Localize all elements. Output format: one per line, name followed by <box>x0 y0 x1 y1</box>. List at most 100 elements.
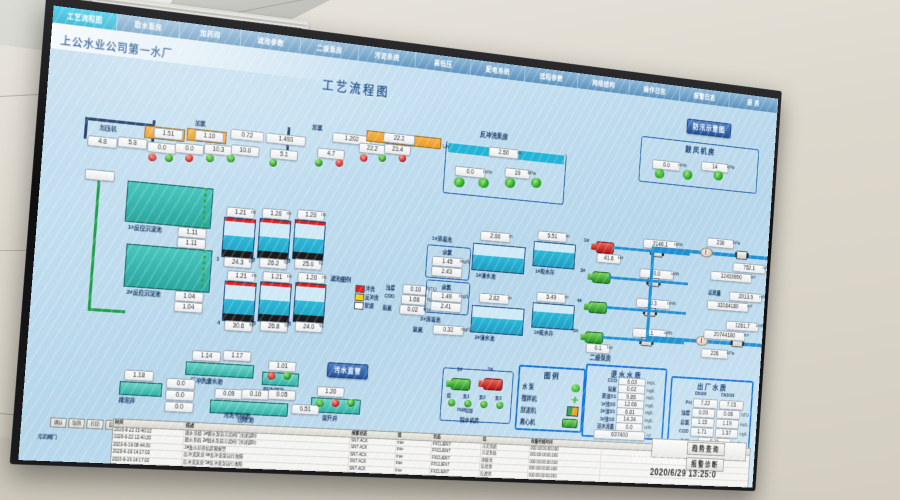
blower-fan-icon-2[interactable] <box>682 169 693 181</box>
centrifuge-1[interactable] <box>450 377 471 391</box>
sludge-well-title: 排泥井 <box>118 397 136 405</box>
backwash-pump-icon-2[interactable] <box>477 177 490 189</box>
dosing-led-3[interactable] <box>184 153 194 163</box>
dewatering-led-1[interactable] <box>463 399 472 408</box>
inlet-value-1 <box>84 168 116 183</box>
sludge-flow-1: 0.0 <box>165 377 196 390</box>
centrifuge-2[interactable] <box>482 377 503 391</box>
log-toolbar-button-1[interactable]: 取消 <box>68 418 86 429</box>
clearwell-2[interactable] <box>470 304 525 336</box>
filter-tank-5[interactable] <box>257 281 292 324</box>
booster-value-2: 5.8 <box>117 136 148 150</box>
flood-diagram-button[interactable]: 防汛示意图 <box>686 118 732 139</box>
effluent-unit-4: mg/L <box>644 410 654 417</box>
pump-flow-unit-0: m³/h <box>674 242 684 249</box>
log-toolbar[interactable]: 确认取消打印设置 <box>49 417 122 431</box>
filter-legend-swatch-0 <box>355 284 365 294</box>
outlet-quality-v1-3: 1.71 <box>689 426 714 438</box>
filter-tank-1[interactable] <box>221 216 257 260</box>
backwash-pump-icon-4[interactable] <box>530 177 542 189</box>
suctionwell-2[interactable] <box>531 302 575 331</box>
dosing-led-7[interactable] <box>314 158 323 167</box>
lift-level: 1.20 <box>316 386 345 398</box>
outlet-pressure-top: 230 <box>706 237 735 250</box>
dosing-led-1[interactable] <box>147 153 157 162</box>
filter-tank-6[interactable] <box>292 282 327 325</box>
dosing-led-5[interactable] <box>226 154 236 163</box>
blower-fan-icon-1[interactable] <box>654 168 665 179</box>
suctionwell-1-unit: m <box>565 233 570 240</box>
filter-tank-4[interactable] <box>221 280 257 324</box>
dosing-led-11[interactable] <box>398 154 407 163</box>
dosing-led-4[interactable] <box>205 154 215 163</box>
backwash-level-value: 2.50 <box>488 146 520 160</box>
filter-legend-label-1: 反冲洗 <box>364 294 379 302</box>
valve-top[interactable] <box>736 250 748 261</box>
backwash-pump-icon-1[interactable] <box>453 176 465 188</box>
trend-query-button[interactable]: 趋势查询 <box>686 441 726 457</box>
disinfection-1-title: 1#消毒池 <box>431 236 453 244</box>
dosing-led-2[interactable] <box>164 153 174 163</box>
legend-label-3: 离心机 <box>519 418 536 426</box>
wash-level-1: 1.14 <box>191 349 222 363</box>
blower-fan-icon-3[interactable] <box>713 170 724 181</box>
outlet-quality-name-3: COD <box>678 428 689 435</box>
filter-tank-3[interactable] <box>292 219 326 262</box>
outlet-quality-unit-1: NTU <box>741 412 749 419</box>
blower-pressure-unit: kPa <box>726 164 735 171</box>
scraper-icon <box>566 406 579 417</box>
effluent-total-value: 637400 <box>593 428 646 441</box>
pump-flow-unit-2: m³/h <box>667 301 677 308</box>
dosing-led-8[interactable] <box>335 158 344 168</box>
pam-note: PAM投加 <box>457 407 473 414</box>
dosing-led-6[interactable] <box>268 158 278 168</box>
disinfection-3-value: 0.32 <box>432 324 465 337</box>
outlet-total-unit-2: m³ <box>743 333 749 339</box>
dosing-led-10[interactable] <box>378 153 387 163</box>
log-cell-4-3: true <box>394 467 431 475</box>
backwash-pump-icon-3[interactable] <box>504 177 516 189</box>
outlet-quality-name-1: 浊度 <box>681 410 691 417</box>
dewatering-led-2[interactable] <box>480 400 488 409</box>
dewatering-led-3[interactable] <box>496 401 504 410</box>
dewatering-room-panel: 1# 2# 搅泵1 泵2 泵3 PAM投加 脱水机房 <box>439 367 514 424</box>
suctionwell-2-unit: m <box>564 294 569 301</box>
disinfection-1-name: 余氯 <box>442 250 453 257</box>
clarifier-1-label: 1#反应沉淀池 <box>127 224 162 234</box>
log-toolbar-button-0[interactable]: 确认 <box>49 417 68 428</box>
pump-hz-unit-0: Hz <box>617 255 624 262</box>
sewage-monitor-button[interactable]: 污水监管 <box>326 362 369 380</box>
clearwell-1[interactable] <box>471 242 526 275</box>
log-cell-4-2: SNT ACK <box>348 465 395 474</box>
total-flow-label: 总流量 <box>707 290 721 297</box>
booster-value-1: 4.8 <box>86 135 118 149</box>
pump-label-0: 2# <box>583 238 590 245</box>
dosing-unit-lh: L/h <box>442 144 450 151</box>
filter-quality-name-2: 氨氮 <box>382 305 392 312</box>
legend-label-1: 搅拌机 <box>521 395 537 403</box>
effluent-unit-3: mg/L <box>645 403 654 409</box>
clarifier-2[interactable] <box>123 243 213 293</box>
outlet-total-unit-1: m³ <box>747 304 753 310</box>
filter-pct-unit-6: % <box>318 323 324 330</box>
filter-no-3: 3 <box>287 258 291 265</box>
effluent-unit-1: mg/L <box>646 388 655 395</box>
filter-pct-unit-3: % <box>318 261 324 268</box>
sludge-left-level: 1.18 <box>123 369 155 382</box>
outlet-pressure-bottom: 226 <box>700 348 729 360</box>
filter-tank-2[interactable] <box>256 218 292 261</box>
dosing-label-left: 加氯 <box>194 120 206 128</box>
dosing-flow-right: 1.493 <box>265 132 307 148</box>
dosing-led-9[interactable] <box>359 153 368 163</box>
effluent-unit-6: m³/h <box>643 425 652 432</box>
lift-flow: 0.51 <box>291 403 320 416</box>
recover-level-2: 0.10 <box>240 388 271 401</box>
filter-legend-label-0: 冲洗 <box>365 286 375 293</box>
clearwell-2-unit: m <box>507 295 512 302</box>
outlet-quality-unit-2: mg/L <box>739 422 749 428</box>
log-toolbar-button-2[interactable]: 打印 <box>86 418 104 430</box>
dosing-tank-c-value: 0.72 <box>229 128 265 143</box>
backwash-level-unit: m <box>517 150 522 157</box>
suctionwell-1[interactable] <box>532 240 576 270</box>
dewatering-led-0[interactable] <box>447 398 456 407</box>
